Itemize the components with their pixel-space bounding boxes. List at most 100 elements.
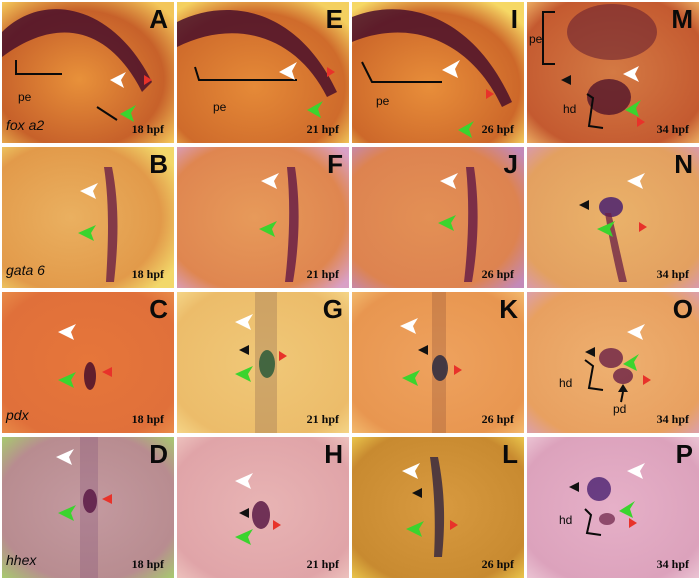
red-arrowhead <box>279 351 287 361</box>
panel-E: pe E 21 hpf <box>177 2 349 143</box>
white-arrow <box>110 72 126 88</box>
red-arrowhead <box>629 518 637 528</box>
panel-K: K 26 hpf <box>352 292 524 433</box>
panel-letter: A <box>149 4 168 34</box>
white-arrow <box>261 173 279 189</box>
black-arrowhead <box>579 200 589 210</box>
red-arrowhead <box>102 367 112 377</box>
white-arrow <box>623 66 639 82</box>
white-arrow <box>58 324 76 340</box>
green-arrow <box>402 370 420 386</box>
panel-O: hd pd O 34 hpf <box>527 292 699 433</box>
stage-label: 34 hpf <box>656 122 689 136</box>
embryo-image <box>177 292 349 433</box>
red-arrowhead <box>486 89 494 99</box>
embryo-image <box>2 147 174 288</box>
green-arrow <box>623 354 639 371</box>
embryo-image <box>177 147 349 288</box>
red-arrowhead <box>450 520 458 530</box>
green-arrow <box>625 100 641 117</box>
label-pe: pe <box>529 32 543 46</box>
gene-label: gata 6 <box>6 262 45 278</box>
panel-letter: F <box>327 149 343 179</box>
gene-label: fox a2 <box>6 117 45 133</box>
panel-letter: O <box>672 294 693 324</box>
stage-label: 34 hpf <box>656 412 689 426</box>
label-pe: pe <box>18 90 32 104</box>
panel-L: L 26 hpf <box>352 437 524 578</box>
white-arrow <box>400 318 418 334</box>
stage-label: 34 hpf <box>656 557 689 571</box>
green-arrow <box>307 101 323 118</box>
panel-letter: D <box>149 439 168 469</box>
stage-label: 18 hpf <box>131 557 164 571</box>
black-arrow-pd <box>618 384 628 392</box>
embryo-image <box>177 437 349 578</box>
white-arrow <box>442 60 460 78</box>
label-hd: hd <box>563 102 577 116</box>
panel-H: H 21 hpf <box>177 437 349 578</box>
stage-label: 34 hpf <box>656 267 689 281</box>
embryo-image <box>352 437 524 578</box>
green-arrow <box>120 105 136 122</box>
embryo-image <box>352 292 524 433</box>
panel-B: B gata 6 18 hpf <box>2 147 174 288</box>
stage-label: 21 hpf <box>306 412 339 426</box>
embryo-image <box>527 437 699 578</box>
white-arrow <box>440 173 458 189</box>
green-arrow <box>58 372 76 388</box>
red-arrowhead <box>327 67 335 77</box>
gene-label: hhex <box>6 552 37 568</box>
panel-C: C pdx 18 hpf <box>2 292 174 433</box>
black-arrowhead <box>239 508 249 518</box>
green-arrow <box>58 505 76 521</box>
panel-N: N 34 hpf <box>527 147 699 288</box>
embryo-image <box>352 147 524 288</box>
embryo-image <box>527 292 699 433</box>
panel-letter: H <box>324 439 343 469</box>
green-arrow <box>259 221 277 237</box>
panel-letter: C <box>149 294 168 324</box>
white-arrow <box>56 449 74 465</box>
embryo-image <box>2 437 174 578</box>
panel-F: F 21 hpf <box>177 147 349 288</box>
panel-D: D hhex 18 hpf <box>2 437 174 578</box>
white-arrow <box>627 173 645 189</box>
red-arrowhead <box>454 365 462 375</box>
green-arrow <box>78 225 96 241</box>
label-hd: hd <box>559 513 573 527</box>
panel-letter: B <box>149 149 168 179</box>
panel-G: G 21 hpf <box>177 292 349 433</box>
panel-M: pe hd M 34 hpf <box>527 2 699 143</box>
green-arrow <box>619 501 635 518</box>
gene-label: pdx <box>6 407 29 423</box>
panel-J: J 26 hpf <box>352 147 524 288</box>
black-arrowhead <box>412 488 422 498</box>
embryo-image <box>2 2 174 143</box>
white-arrow <box>80 183 98 199</box>
stage-label: 21 hpf <box>306 557 339 571</box>
black-arrowhead <box>569 482 579 492</box>
red-arrowhead <box>144 75 152 85</box>
panel-letter: E <box>325 4 343 34</box>
green-arrow <box>438 215 456 231</box>
stage-label: 18 hpf <box>131 412 164 426</box>
embryo-image <box>352 2 524 143</box>
panel-letter: G <box>322 294 343 324</box>
stage-label: 21 hpf <box>306 122 339 136</box>
label-hd: hd <box>559 376 573 390</box>
label-pe: pe <box>376 94 390 108</box>
embryo-image <box>527 2 699 143</box>
black-arrowhead <box>418 345 428 355</box>
black-arrowhead <box>585 347 595 357</box>
stage-label: 26 hpf <box>481 267 514 281</box>
panel-letter: M <box>671 4 693 34</box>
panel-letter: N <box>674 149 693 179</box>
stage-label: 26 hpf <box>481 412 514 426</box>
stage-label: 18 hpf <box>131 122 164 136</box>
red-arrowhead <box>102 494 112 504</box>
label-pd: pd <box>613 402 627 416</box>
black-arrowhead <box>239 345 249 355</box>
panel-letter: K <box>499 294 518 324</box>
